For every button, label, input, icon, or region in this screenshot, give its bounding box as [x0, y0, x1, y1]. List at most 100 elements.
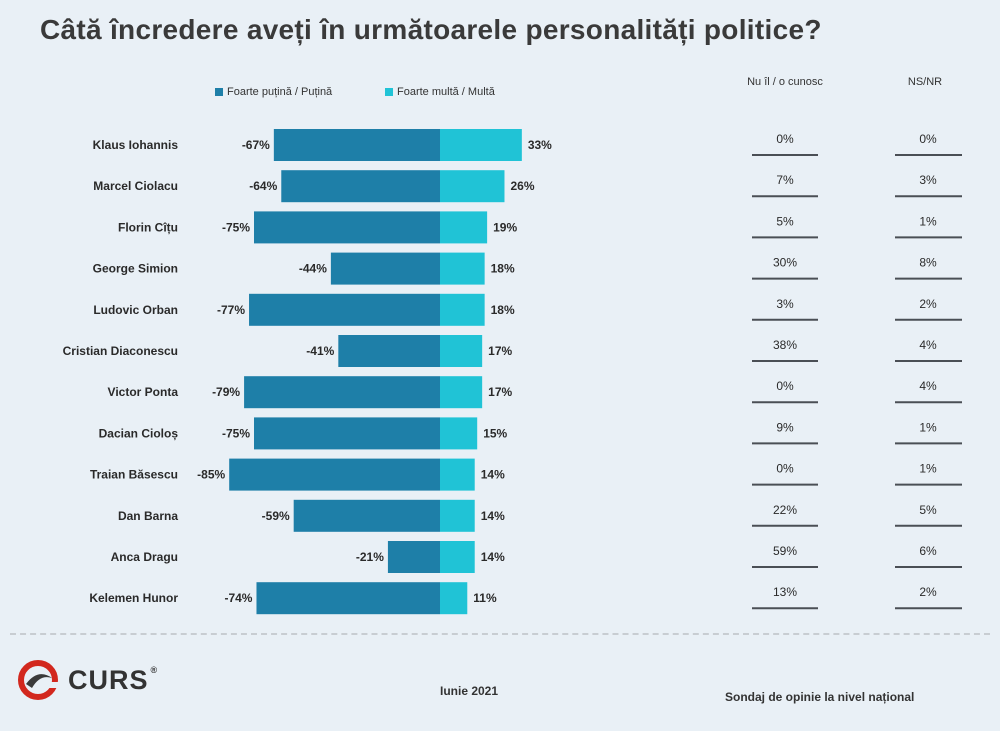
bar-negative: [293, 499, 440, 532]
bar-positive: [440, 458, 475, 491]
nsnr-value: 8%: [919, 256, 937, 270]
curs-logo-word: CURS: [68, 664, 149, 695]
bar-negative: [281, 170, 440, 203]
bar-positive: [440, 376, 483, 409]
data-label-negative: -85%: [197, 468, 225, 482]
data-label-negative: -59%: [262, 509, 290, 523]
category-label: Victor Ponta: [108, 385, 179, 399]
registered-mark: ®: [150, 664, 159, 675]
footer-divider: [10, 633, 990, 635]
bar-positive: [440, 541, 475, 573]
category-label: Cristian Diaconescu: [63, 344, 178, 358]
nsnr-value: 4%: [919, 379, 937, 393]
category-label: Ludovic Orban: [93, 303, 178, 317]
bar-negative: [256, 582, 440, 615]
column-header-unknown: Nu îl / o cunosc: [747, 76, 823, 88]
bar-negative: [254, 417, 440, 450]
unknown-value: 7%: [776, 173, 794, 187]
nsnr-value: 1%: [919, 462, 937, 476]
bar-negative: [273, 129, 440, 161]
unknown-value: 22%: [773, 503, 797, 517]
data-label-negative: -79%: [212, 385, 240, 399]
unknown-value: 5%: [776, 214, 794, 228]
data-label-positive: 14%: [481, 550, 505, 564]
category-label: Marcel Ciolacu: [93, 179, 178, 193]
data-label-positive: 17%: [488, 385, 512, 399]
data-label-positive: 18%: [491, 303, 515, 317]
nsnr-value: 1%: [919, 420, 937, 434]
data-label-negative: -41%: [306, 344, 334, 358]
data-label-negative: -67%: [242, 138, 270, 152]
bar-positive: [440, 499, 475, 532]
data-label-positive: 14%: [481, 509, 505, 523]
column-header-nsnr: NS/NR: [907, 76, 943, 88]
bar-negative: [338, 335, 440, 367]
survey-note: Sondaj de opinie la nivel național: [725, 690, 915, 704]
category-label: Klaus Iohannis: [93, 138, 179, 152]
category-label: Traian Băsescu: [90, 468, 178, 482]
legend-label-positive: Foarte multă / Multă: [397, 86, 495, 98]
curs-logo: CURS ®: [18, 660, 158, 700]
bar-positive: [440, 417, 478, 450]
data-label-negative: -44%: [299, 262, 327, 276]
survey-date: Iunie 2021: [440, 684, 499, 698]
unknown-value: 38%: [773, 338, 797, 352]
category-label: Dan Barna: [118, 509, 178, 523]
unknown-value: 0%: [776, 132, 794, 146]
data-label-negative: -64%: [249, 179, 277, 193]
nsnr-value: 5%: [919, 503, 937, 517]
category-label: Kelemen Hunor: [89, 591, 178, 605]
data-label-negative: -21%: [356, 550, 384, 564]
unknown-value: 0%: [776, 379, 794, 393]
data-label-positive: 17%: [488, 344, 512, 358]
bar-negative: [254, 211, 440, 244]
category-label: George Simion: [93, 262, 178, 276]
bar-negative: [229, 458, 440, 491]
category-label: Florin Cîțu: [118, 220, 178, 234]
data-label-positive: 26%: [510, 179, 534, 193]
data-label-positive: 15%: [483, 426, 507, 440]
nsnr-value: 2%: [919, 585, 937, 599]
nsnr-value: 0%: [919, 132, 937, 146]
curs-logo-icon: [18, 660, 60, 700]
category-label: Dacian Cioloș: [99, 426, 179, 440]
bar-negative: [387, 541, 440, 573]
unknown-value: 30%: [773, 256, 797, 270]
data-label-positive: 19%: [493, 220, 517, 234]
nsnr-value: 2%: [919, 297, 937, 311]
nsnr-value: 3%: [919, 173, 937, 187]
unknown-value: 0%: [776, 462, 794, 476]
bar-negative: [330, 252, 440, 285]
legend-swatch-negative: [215, 88, 223, 97]
bar-negative: [249, 293, 440, 326]
chart-title: Câtă încredere aveți în următoarele pers…: [40, 14, 822, 45]
legend-item-negative: Foarte puțină / Puțină: [215, 86, 332, 98]
unknown-value: 13%: [773, 585, 797, 599]
data-label-positive: 11%: [473, 591, 497, 605]
nsnr-value: 4%: [919, 338, 937, 352]
data-label-positive: 14%: [481, 468, 505, 482]
curs-logo-text: CURS ®: [68, 665, 158, 696]
nsnr-value: 1%: [919, 214, 937, 228]
legend-label-negative: Foarte puțină / Puțină: [227, 86, 333, 98]
data-label-negative: -77%: [217, 303, 245, 317]
data-label-negative: -75%: [222, 220, 250, 234]
data-label-positive: 33%: [528, 138, 552, 152]
bar-positive: [440, 170, 505, 203]
bar-positive: [440, 211, 488, 244]
bar-positive: [440, 335, 483, 367]
bar-positive: [440, 293, 485, 326]
unknown-value: 59%: [773, 544, 797, 558]
data-label-negative: -75%: [222, 426, 250, 440]
bar-positive: [440, 129, 522, 161]
category-label: Anca Dragu: [111, 550, 178, 564]
bar-negative: [244, 376, 440, 409]
data-label-negative: -74%: [224, 591, 252, 605]
legend-swatch-positive: [385, 88, 393, 97]
nsnr-value: 6%: [919, 544, 937, 558]
bar-positive: [440, 582, 468, 615]
unknown-value: 9%: [776, 420, 794, 434]
unknown-value: 3%: [776, 297, 794, 311]
legend-item-positive: Foarte multă / Multă: [385, 86, 495, 98]
